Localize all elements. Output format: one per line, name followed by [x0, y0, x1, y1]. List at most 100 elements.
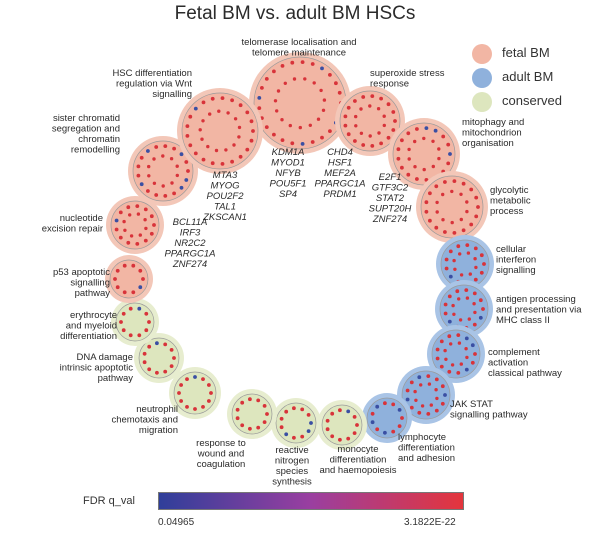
node-circle [431, 329, 481, 379]
gene-dot [288, 123, 292, 128]
gene-dot [152, 157, 156, 161]
node-label: p53 apoptotic signalling pathway [53, 267, 110, 299]
gene-dot [137, 333, 142, 338]
gene-dot [272, 69, 276, 74]
gene-dot [136, 212, 141, 216]
gene-dot [383, 430, 387, 435]
gene-dot [338, 408, 342, 413]
gene-dot [201, 405, 205, 409]
gene-dot [391, 402, 396, 407]
node-label-line: complement [488, 347, 540, 358]
gene-dot [300, 407, 305, 412]
gene-dot [224, 148, 228, 152]
node-label-line: telomerase localisation and [241, 37, 356, 48]
node-0 [249, 52, 351, 154]
gene-dot [459, 217, 463, 222]
node-label: lymphocyte differentiation and adhesion [398, 432, 455, 464]
gene-dot [459, 362, 463, 366]
gene-dot [249, 138, 254, 143]
gene-dot [179, 152, 184, 157]
gene-dot [334, 81, 338, 86]
gene-dot [400, 416, 404, 420]
gene-dot [431, 164, 435, 169]
gene-dot [138, 233, 142, 237]
gene-dot [417, 375, 422, 380]
gene-dot [473, 352, 477, 356]
gene-dot [226, 111, 230, 115]
node-3 [416, 171, 488, 243]
gene-dot [451, 303, 455, 308]
gene-dot [473, 257, 477, 261]
gene-dot [437, 156, 441, 161]
gene-dot [473, 246, 478, 251]
node-circle [401, 370, 451, 420]
tf-list-0: KDM1A MYOD1 NFYB POU5F1 SP4 [270, 147, 307, 200]
gene-dot [235, 416, 240, 421]
gene-dot [353, 139, 357, 143]
gene-dot [138, 268, 143, 273]
tf-gene: PPARGC1A [164, 249, 215, 260]
gene-dot [337, 90, 342, 95]
gene-dot [198, 128, 202, 132]
node-2 [388, 118, 460, 190]
gene-dot [123, 228, 127, 232]
node-7 [397, 366, 455, 424]
gene-dot [407, 147, 411, 152]
gene-dot [464, 288, 469, 292]
gene-dot [479, 270, 484, 275]
legend-swatch-adult [472, 68, 492, 88]
gene-dot [415, 127, 419, 131]
node-label-line: pathway [98, 373, 134, 384]
gene-dot [420, 404, 425, 408]
tf-gene: SP4 [279, 189, 297, 200]
gene-dot [175, 173, 179, 178]
tf-gene: POU2F2 [207, 191, 245, 202]
gene-dot [122, 263, 127, 268]
gene-dot [377, 131, 381, 135]
gene-dot [396, 147, 401, 152]
colorbar-label: FDR q_val [83, 495, 135, 507]
gene-dot [382, 114, 386, 118]
gene-dot [245, 147, 250, 152]
gene-dot [375, 427, 380, 432]
gene-dot [149, 214, 154, 219]
gene-dot [409, 380, 414, 385]
gene-dot [464, 367, 469, 372]
gene-dot [147, 367, 152, 372]
gene-dot [426, 374, 431, 378]
tf-gene: PRDM1 [323, 189, 356, 200]
gene-dot [435, 200, 439, 205]
gene-dot [450, 363, 455, 367]
gene-dot [413, 389, 417, 394]
node-label-line: mitochondrion [462, 128, 522, 139]
gene-dot [479, 253, 484, 258]
gene-dot [440, 384, 445, 389]
gene-dot [443, 180, 447, 184]
node-circle [420, 175, 484, 239]
gene-dot [126, 240, 131, 245]
gene-dot [262, 404, 267, 408]
gene-dot [185, 134, 190, 138]
tf-gene: CHD4 [327, 147, 353, 158]
gene-dot [473, 277, 478, 282]
gene-dot [284, 409, 289, 414]
node-label-line: erythrocyte [70, 310, 117, 321]
node-label: antigen processing and presentation via MH… [496, 294, 582, 326]
tf-gene: MTA3 [213, 170, 238, 181]
node-label-line: JAK STAT [450, 399, 493, 410]
tf-gene: ZNF274 [372, 214, 407, 225]
gene-dot [238, 154, 243, 159]
gene-dot [352, 415, 357, 419]
gene-dot [143, 218, 147, 222]
tf-gene: MYOG [210, 181, 239, 192]
gene-dot [406, 131, 411, 136]
node-12 [169, 367, 221, 419]
gene-dot [328, 73, 332, 77]
gene-dot [434, 408, 439, 413]
node-label-line: and adhesion [398, 453, 455, 464]
tf-gene: PPARGC1A [314, 179, 365, 190]
node-circle [173, 371, 217, 415]
gene-dot [257, 96, 262, 100]
gene-dot [431, 139, 435, 143]
gene-dot [147, 174, 151, 178]
